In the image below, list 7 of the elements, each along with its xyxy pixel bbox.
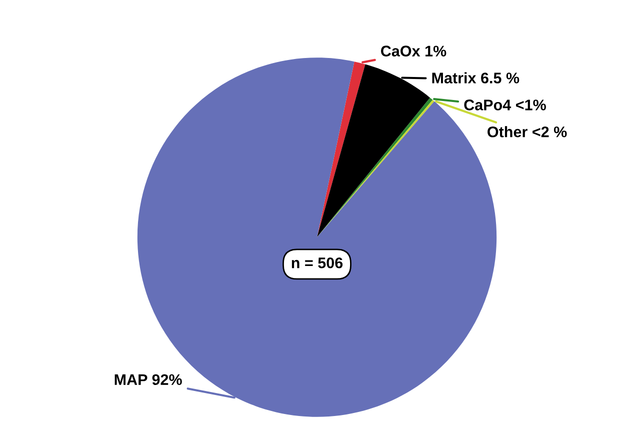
slice-label: Matrix 6.5 %	[432, 72, 520, 84]
text: n = 506	[292, 257, 343, 268]
slice-label: CaOx 1%	[380, 46, 446, 56]
pie-slice	[317, 64, 430, 238]
slice-label: CaPo4 <1%	[464, 100, 546, 110]
slice-label: MAP 92%	[114, 374, 182, 386]
slice-label: Other <2 %	[488, 126, 567, 138]
